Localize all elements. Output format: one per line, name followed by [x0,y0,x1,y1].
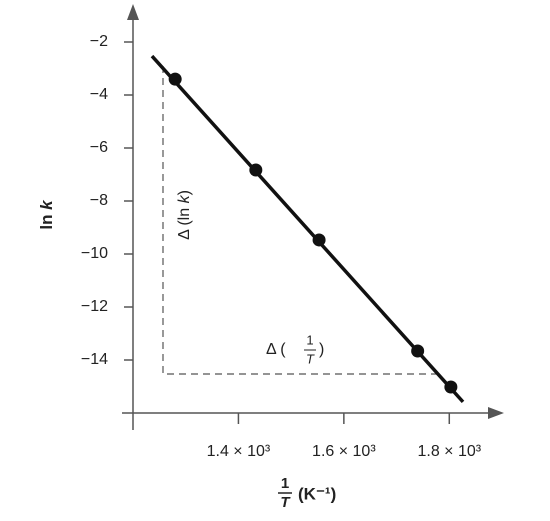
x-tick-label: 1.8 × 10³ [417,443,481,460]
delta-x-numerator: 1 [306,332,313,347]
x-axis-arrow [488,407,504,419]
point [249,163,263,177]
y-tick-label: −12 [81,298,108,315]
y-label: ln k [37,199,56,230]
y-tick-label: −6 [90,139,108,156]
delta-y-prefix: Δ (ln [176,203,193,239]
delta-y-suffix: ) [176,190,193,195]
x-label-unit: (K⁻¹) [298,484,336,503]
x-label: 1 T (K⁻¹) [278,475,336,511]
y-tick-label: −2 [90,33,108,50]
point [168,72,182,86]
y-tick-label: −8 [90,192,108,209]
delta-x-denominator: T [306,351,315,366]
delta-guides [162,66,440,375]
y-axis-arrow [127,4,139,20]
delta-x-annotation: Δ ( 1 T ) [266,332,324,366]
y-tick-label: −14 [81,351,108,368]
delta-y-var: k [176,194,193,203]
y-label-text: ln [37,215,56,230]
x-label-numerator: 1 [281,475,289,492]
y-label-var: k [37,199,56,210]
delta-x-suffix: ) [319,341,324,358]
y-tick-label: −10 [81,245,108,262]
point [411,344,425,358]
x-tick-label: 1.4 × 10³ [207,443,271,460]
point [312,233,326,247]
delta-x-prefix: Δ ( [266,341,286,358]
y-tick-label: −4 [90,86,108,103]
x-label-denominator: T [280,494,291,511]
point [444,380,458,394]
delta-y-annotation: Δ (ln k) [176,190,193,240]
fit-line [150,54,465,404]
x-tick-label: 1.6 × 10³ [312,443,376,460]
